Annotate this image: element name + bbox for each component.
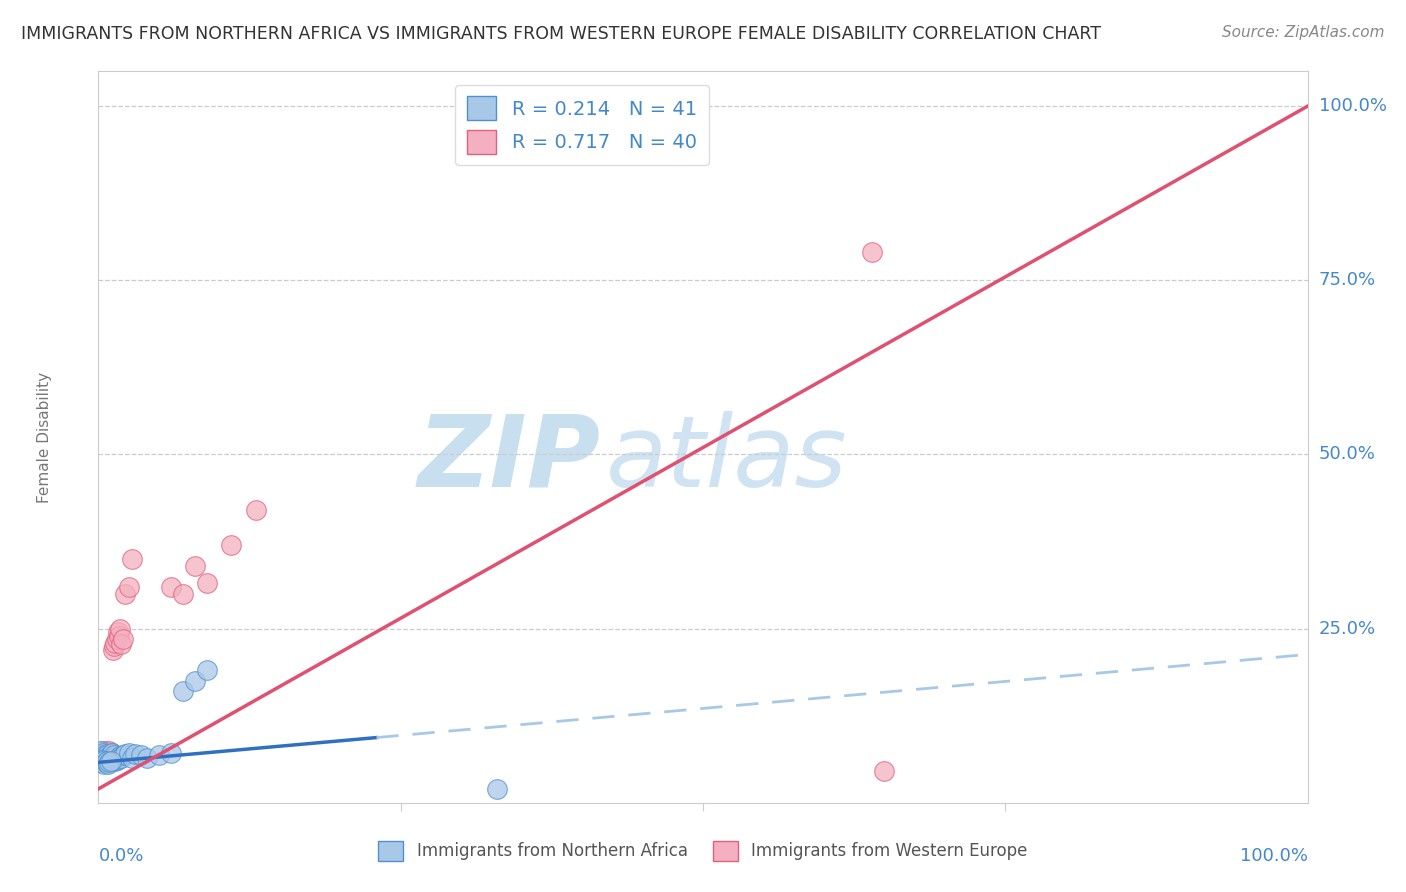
Point [110,637,132,651]
Point [100,754,122,768]
Point [97,746,120,760]
Point [91,753,114,767]
Point [89,754,111,768]
Point [118,746,141,760]
Point [104,754,127,768]
Point [94,743,117,757]
Point [118,580,141,594]
Point [108,622,131,636]
Point [129,748,152,763]
Point [98,756,121,770]
Point [91,743,114,757]
Text: 25.0%: 25.0% [1319,620,1376,638]
Point [100,747,122,761]
Point [97,754,120,768]
Point [114,587,136,601]
Point [184,558,207,573]
Point [105,632,128,646]
Text: ZIP: ZIP [418,410,600,508]
Text: IMMIGRANTS FROM NORTHERN AFRICA VS IMMIGRANTS FROM WESTERN EUROPE FEMALE DISABIL: IMMIGRANTS FROM NORTHERN AFRICA VS IMMIG… [21,25,1101,43]
Point [93,746,115,760]
Point [90,743,112,757]
Point [860,245,883,260]
Point [100,747,122,761]
Point [91,753,114,767]
Point [107,625,129,640]
Point [90,748,112,763]
Point [245,503,267,517]
Point [90,756,112,770]
Point [100,746,122,760]
Point [97,757,120,772]
Point [121,552,143,566]
Point [135,750,157,764]
Point [172,587,194,601]
Point [101,750,124,764]
Point [98,743,121,757]
Point [107,750,129,764]
Point [105,753,128,767]
Point [160,580,183,594]
Point [96,748,118,763]
Point [91,750,114,764]
Point [184,673,207,688]
Point [93,754,115,768]
Point [96,748,118,763]
Text: 75.0%: 75.0% [1319,271,1376,289]
Text: atlas: atlas [606,410,848,508]
Text: Female Disability: Female Disability [37,371,52,503]
Point [103,748,125,763]
Text: 100.0%: 100.0% [1319,97,1386,115]
Point [121,750,143,764]
Point [91,747,114,761]
Point [97,749,120,764]
Point [96,754,118,768]
Point [93,750,115,764]
Text: 100.0%: 100.0% [1240,847,1308,864]
Point [100,753,122,767]
Point [91,748,114,763]
Legend: Immigrants from Northern Africa, Immigrants from Western Europe: Immigrants from Northern Africa, Immigra… [371,834,1035,868]
Point [873,764,896,779]
Point [110,751,132,765]
Point [114,747,136,761]
Point [108,629,131,643]
Point [90,756,112,770]
Point [221,538,243,552]
Point [124,747,146,761]
Point [104,635,127,649]
Point [100,746,122,760]
Point [111,748,134,763]
Point [195,664,218,678]
Point [195,576,218,591]
Point [101,642,124,657]
Point [93,757,115,772]
Point [91,746,114,760]
Point [108,749,131,764]
Point [172,684,194,698]
Point [96,753,118,767]
Text: 0.0%: 0.0% [98,847,143,864]
Point [111,632,134,646]
Point [160,746,183,760]
Point [108,752,131,766]
Point [94,747,117,761]
Point [98,756,121,770]
Point [103,639,125,653]
Text: 50.0%: 50.0% [1319,445,1375,464]
Point [94,756,117,770]
Point [486,781,509,796]
Point [98,751,121,765]
Point [91,754,114,768]
Point [148,748,170,763]
Point [89,754,111,768]
Text: Source: ZipAtlas.com: Source: ZipAtlas.com [1222,25,1385,40]
Point [94,756,117,770]
